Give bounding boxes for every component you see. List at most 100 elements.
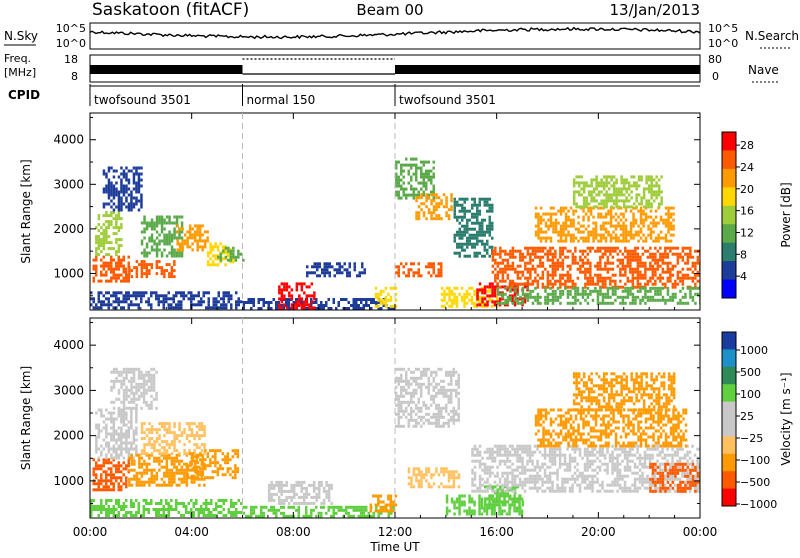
power-cell bbox=[138, 263, 141, 266]
power-cell bbox=[461, 210, 464, 213]
power-cell bbox=[644, 277, 647, 280]
power-cell bbox=[123, 277, 126, 280]
power-cell bbox=[118, 262, 121, 265]
power-cell bbox=[464, 225, 467, 228]
velocity-cell bbox=[450, 380, 453, 383]
power-cell bbox=[584, 268, 587, 271]
velocity-cell bbox=[118, 502, 121, 505]
power-cell bbox=[469, 210, 472, 213]
power-cell bbox=[410, 194, 413, 197]
velocity-cell bbox=[263, 512, 266, 515]
velocity-cell bbox=[435, 392, 438, 395]
velocity-cell bbox=[270, 487, 273, 490]
power-cell bbox=[615, 237, 618, 240]
power-cell bbox=[682, 259, 685, 262]
power-cell bbox=[453, 287, 456, 290]
power-cell bbox=[334, 268, 337, 271]
power-cell bbox=[491, 300, 494, 303]
velocity-cell bbox=[163, 449, 166, 452]
power-cell bbox=[620, 181, 623, 184]
power-cell bbox=[440, 271, 443, 274]
velocity-cell bbox=[186, 452, 189, 455]
velocity-cell bbox=[377, 498, 380, 501]
power-cell bbox=[98, 235, 101, 238]
power-cell bbox=[476, 216, 479, 219]
power-cell bbox=[605, 199, 608, 202]
velocity-cell bbox=[108, 442, 111, 445]
power-cell bbox=[353, 301, 356, 304]
power-cell bbox=[544, 247, 547, 250]
power-cell bbox=[150, 291, 153, 294]
power-cell bbox=[474, 213, 477, 216]
velocity-cell bbox=[455, 380, 458, 383]
power-cell bbox=[408, 170, 411, 173]
velocity-cell bbox=[135, 386, 138, 389]
velocity-cell bbox=[382, 510, 385, 513]
power-cell bbox=[461, 237, 464, 240]
velocity-cell bbox=[115, 439, 118, 442]
power-cell bbox=[398, 191, 401, 194]
power-cell bbox=[547, 213, 550, 216]
power-cell bbox=[567, 216, 570, 219]
power-cell bbox=[615, 205, 618, 208]
power-cell bbox=[491, 291, 494, 294]
power-cell bbox=[440, 268, 443, 271]
velocity-cell bbox=[120, 488, 123, 491]
power-cell bbox=[198, 303, 201, 306]
power-cell bbox=[617, 225, 620, 228]
velocity-cell bbox=[248, 515, 251, 518]
velocity-cell bbox=[133, 436, 136, 439]
velocity-cell bbox=[328, 496, 331, 499]
velocity-cell bbox=[105, 476, 108, 479]
power-cell bbox=[557, 234, 560, 237]
power-cell bbox=[615, 228, 618, 231]
power-cell bbox=[400, 164, 403, 167]
velocity-cell bbox=[128, 401, 131, 404]
power-cell bbox=[545, 225, 548, 228]
velocity-cell bbox=[273, 487, 276, 490]
velocity-cell bbox=[148, 404, 151, 407]
power-cell bbox=[459, 210, 462, 213]
velocity-cell bbox=[453, 389, 456, 392]
power-cell bbox=[634, 302, 637, 305]
power-cell bbox=[100, 241, 103, 244]
power-cell bbox=[150, 294, 153, 297]
power-cell bbox=[600, 237, 603, 240]
power-cell bbox=[599, 274, 602, 277]
velocity-cell bbox=[408, 386, 411, 389]
velocity-cell bbox=[113, 433, 116, 436]
power-cell bbox=[113, 247, 116, 250]
power-cell bbox=[592, 240, 595, 243]
power-cell bbox=[557, 259, 560, 262]
power-cell bbox=[333, 301, 336, 304]
power-cell bbox=[113, 277, 116, 280]
power-cell bbox=[214, 245, 217, 248]
power-cell bbox=[529, 274, 532, 277]
velocity-cell bbox=[133, 430, 136, 433]
velocity-cell bbox=[205, 508, 208, 511]
power-cell bbox=[135, 188, 138, 191]
velocity-cell bbox=[108, 467, 111, 470]
velocity-cell bbox=[425, 371, 428, 374]
power-cell bbox=[595, 237, 598, 240]
power-cell bbox=[564, 287, 567, 290]
velocity-cell bbox=[207, 464, 210, 467]
power-cell bbox=[657, 250, 660, 253]
power-cell bbox=[481, 297, 484, 300]
velocity-cell bbox=[209, 476, 212, 479]
power-cell bbox=[562, 225, 565, 228]
velocity-cell bbox=[115, 457, 118, 460]
power-cell bbox=[212, 254, 215, 257]
power-cell bbox=[423, 194, 426, 197]
power-cell bbox=[110, 214, 113, 217]
power-cell bbox=[115, 280, 118, 283]
velocity-cell bbox=[128, 442, 131, 445]
velocity-cell bbox=[95, 424, 98, 427]
power-cell bbox=[497, 283, 500, 286]
power-cell bbox=[605, 193, 608, 196]
power-cell bbox=[527, 250, 530, 253]
velocity-cell bbox=[192, 455, 195, 458]
velocity-cell bbox=[405, 383, 408, 386]
power-cell bbox=[650, 205, 653, 208]
velocity-cell bbox=[166, 469, 169, 472]
